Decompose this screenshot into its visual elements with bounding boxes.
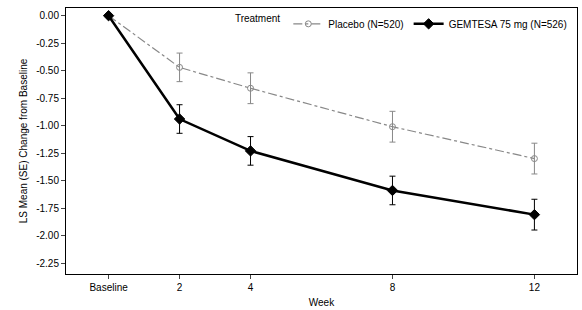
svg-text:8: 8 xyxy=(390,282,396,293)
svg-text:-1.00: -1.00 xyxy=(36,120,59,131)
svg-text:LS Mean (SE) Change from Basel: LS Mean (SE) Change from Baseline xyxy=(18,58,29,223)
svg-text:-1.50: -1.50 xyxy=(36,175,59,186)
svg-text:-1.75: -1.75 xyxy=(36,203,59,214)
svg-text:-2.00: -2.00 xyxy=(36,230,59,241)
svg-text:0.00: 0.00 xyxy=(40,10,60,21)
svg-text:-0.50: -0.50 xyxy=(36,65,59,76)
svg-text:Placebo (N=520): Placebo (N=520) xyxy=(328,19,403,30)
svg-text:-1.25: -1.25 xyxy=(36,148,59,159)
svg-text:-2.25: -2.25 xyxy=(36,258,59,269)
svg-text:4: 4 xyxy=(248,282,254,293)
svg-text:GEMTESA 75 mg (N=526): GEMTESA 75 mg (N=526) xyxy=(449,19,567,30)
svg-text:-0.75: -0.75 xyxy=(36,93,59,104)
svg-text:2: 2 xyxy=(177,282,183,293)
svg-text:Baseline: Baseline xyxy=(89,282,128,293)
svg-text:Treatment: Treatment xyxy=(235,13,280,24)
svg-text:Week: Week xyxy=(309,297,335,308)
svg-text:12: 12 xyxy=(529,282,541,293)
svg-text:-0.25: -0.25 xyxy=(36,38,59,49)
